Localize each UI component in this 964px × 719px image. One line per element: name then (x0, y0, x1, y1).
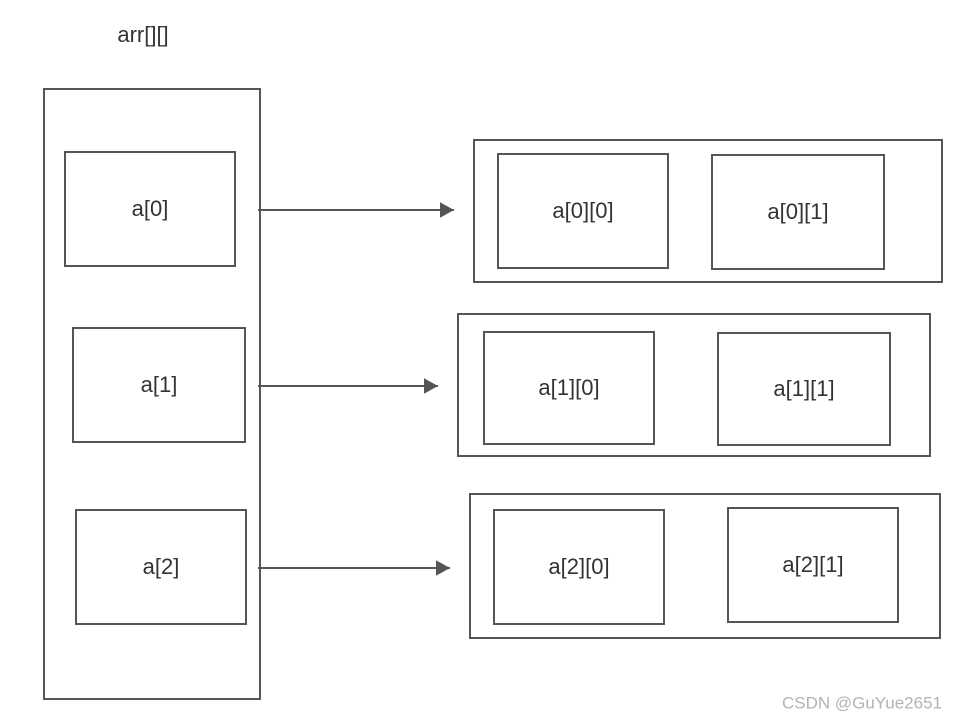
element-cell-label-1: a[0][1] (767, 199, 828, 224)
watermark: CSDN @GuYue2651 (782, 693, 942, 712)
index-cell-label-0: a[0] (132, 196, 169, 221)
index-cell-label-2: a[2] (143, 554, 180, 579)
row-container-0 (474, 140, 942, 282)
element-cell-label-5: a[2][1] (782, 552, 843, 577)
element-cell-label-3: a[1][1] (773, 376, 834, 401)
element-cell-label-0: a[0][0] (552, 198, 613, 223)
array-diagram: arr[][] a[0] a[1] a[2] a[0][0] a[0][1] a[1][0]… (0, 0, 964, 719)
arrow-2 (258, 560, 450, 575)
row-container-1 (458, 314, 930, 456)
arrow-0 (258, 202, 454, 217)
diagram-title: arr[][] (117, 22, 168, 47)
element-cell-label-4: a[2][0] (548, 554, 609, 579)
element-cell-label-2: a[1][0] (538, 375, 599, 400)
index-cell-label-1: a[1] (141, 372, 178, 397)
row-container-2 (470, 494, 940, 638)
arrow-1 (258, 378, 438, 393)
